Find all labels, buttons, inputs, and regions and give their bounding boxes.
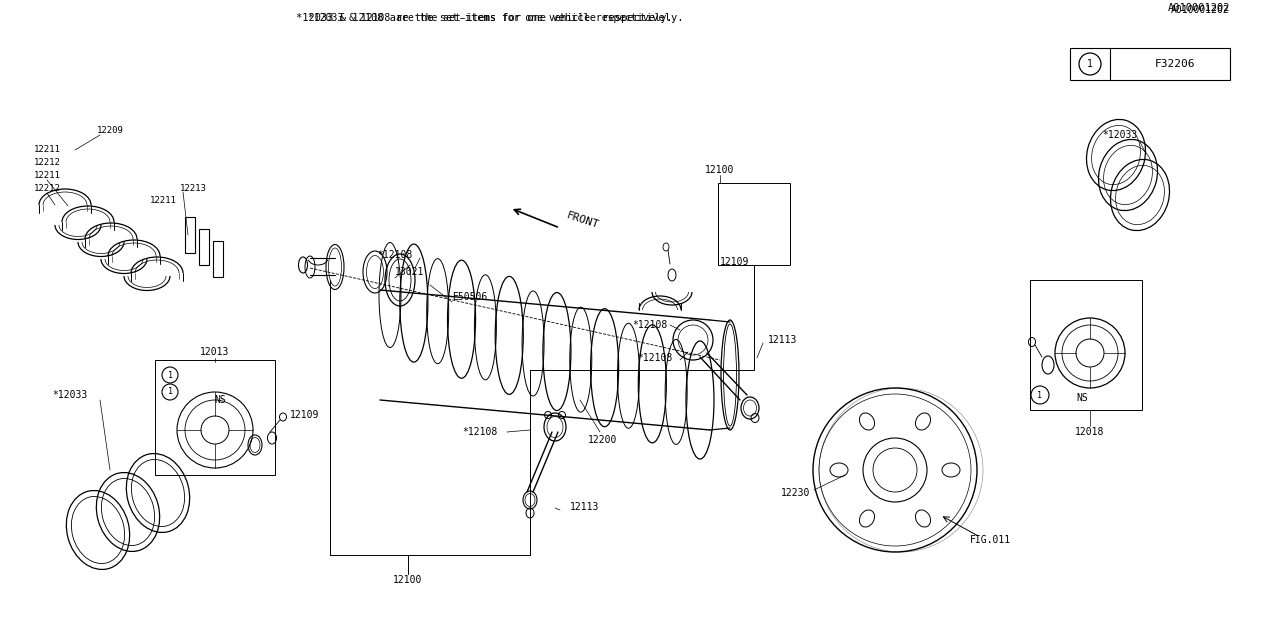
Text: 12200: 12200 [589, 435, 618, 445]
Text: 1: 1 [168, 371, 173, 380]
Text: 12212: 12212 [33, 157, 60, 166]
Text: 1: 1 [1038, 390, 1042, 399]
Bar [186, 217, 195, 253]
Text: 12211: 12211 [150, 195, 177, 205]
Text: *12108: *12108 [632, 320, 668, 330]
Text: FRONT: FRONT [564, 210, 600, 230]
Bar [1030, 280, 1142, 410]
Bar [155, 360, 275, 475]
Text: 1: 1 [1087, 59, 1093, 69]
Text: F32206: F32206 [1155, 59, 1196, 69]
Text: 12211: 12211 [33, 145, 60, 154]
Text: A010001202: A010001202 [1171, 5, 1230, 15]
Text: E50506: E50506 [452, 292, 488, 302]
Text: *12108: *12108 [462, 427, 498, 437]
Text: *12033 & 12108 are the set-items for one vehicle respectively.: *12033 & 12108 are the set-items for one… [308, 13, 672, 23]
Text: *12033: *12033 [52, 390, 87, 400]
Text: *12108: *12108 [378, 250, 412, 260]
Bar [1070, 48, 1230, 80]
Text: 12211: 12211 [33, 170, 60, 179]
Text: 12109: 12109 [721, 257, 749, 267]
Text: *12033 & 12108 are the set-items for one vehicle respectively.: *12033 & 12108 are the set-items for one… [296, 13, 684, 23]
Text: 12109: 12109 [291, 410, 320, 420]
Text: 12113: 12113 [768, 335, 797, 345]
Text: FIG.011: FIG.011 [969, 535, 1011, 545]
Bar [718, 183, 790, 265]
Text: 12230: 12230 [781, 488, 810, 498]
Text: 12113: 12113 [570, 502, 599, 512]
Bar [198, 229, 209, 265]
Text: 1: 1 [168, 387, 173, 397]
Text: 12013: 12013 [200, 347, 229, 357]
Text: A010001202: A010001202 [1167, 3, 1230, 13]
Text: *12108: *12108 [637, 353, 672, 363]
Text: 12213: 12213 [179, 184, 206, 193]
Text: 12212: 12212 [33, 184, 60, 193]
Text: *12033: *12033 [1102, 130, 1138, 140]
Text: 12209: 12209 [96, 125, 123, 134]
Text: 12100: 12100 [705, 165, 735, 175]
Bar [212, 241, 223, 277]
Text: 12018: 12018 [1075, 427, 1105, 437]
Text: 13021: 13021 [396, 267, 425, 277]
Text: NS: NS [214, 395, 225, 405]
Text: NS: NS [1076, 393, 1088, 403]
Text: 12100: 12100 [393, 575, 422, 585]
